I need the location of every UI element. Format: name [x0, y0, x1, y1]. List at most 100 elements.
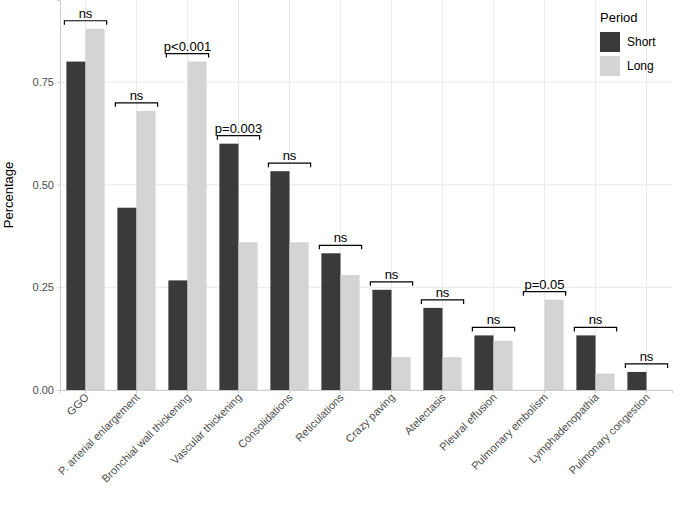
significance-bracket [166, 54, 208, 58]
y-tick-label: 0.75 [33, 76, 54, 88]
significance-bracket [625, 364, 667, 368]
x-tick-mark [340, 390, 341, 393]
y-tick-mark [57, 185, 60, 186]
x-tick-label: Reticulations [293, 391, 346, 444]
y-tick: 0.75 [33, 76, 60, 88]
significance-label: ns [436, 285, 450, 300]
bar [137, 111, 156, 390]
y-tick-label: 0.00 [33, 384, 54, 396]
bar [596, 374, 615, 390]
significance-bracket [64, 21, 106, 25]
x-tick-mark [646, 390, 647, 393]
x-tick-mark [85, 390, 86, 393]
legend-key [600, 32, 620, 52]
bars [66, 29, 646, 390]
significance-label: ns [130, 88, 144, 103]
bar [443, 357, 462, 390]
y-axis-line [57, 1, 61, 391]
legend-key [600, 56, 620, 76]
x-tick-label: Pulmonary congestion [566, 391, 651, 476]
x-tick-mark [238, 390, 239, 393]
bar [525, 390, 544, 391]
x-tick-label: Bronchial wall thickening [99, 391, 193, 485]
significance-label: p<0.001 [164, 39, 211, 54]
y-tick-mark [57, 287, 60, 288]
x-tick-label: Vascular thickening [169, 391, 244, 466]
legend: Period Short Long [600, 10, 656, 76]
bar [168, 280, 187, 390]
bar [392, 357, 411, 390]
x-grid-line [493, 0, 494, 390]
significance-label: ns [385, 267, 399, 282]
bar [474, 335, 493, 390]
bar [372, 290, 391, 390]
y-tick: 0.25 [33, 281, 60, 293]
significance-label: p=0.003 [215, 121, 262, 136]
bar [219, 144, 238, 390]
y-tick-label: 0.25 [33, 281, 54, 293]
y-tick-mark [57, 82, 60, 83]
y-tick: 0.50 [33, 179, 60, 191]
y-axis: 0.00 0.25 0.50 0.75 [33, 1, 61, 397]
x-axis: GGOP. arterial enlargementBronchial wall… [56, 390, 673, 485]
significance-bracket [319, 245, 361, 249]
legend-label: Short [627, 35, 656, 49]
x-tick: Crazy paving [343, 390, 397, 445]
bar [188, 62, 207, 390]
grid [60, 0, 672, 390]
significance-bracket [574, 327, 616, 331]
significance-label: ns [487, 312, 501, 327]
x-tick: Atelectasis [402, 390, 448, 437]
x-tick: Vascular thickening [169, 390, 244, 466]
y-tick: 0.00 [33, 384, 60, 396]
y-tick-mark [57, 390, 60, 391]
significance-label: ns [283, 148, 297, 163]
significance-label: p=0.05 [524, 277, 564, 292]
bar [341, 275, 360, 390]
x-tick: Bronchial wall thickening [99, 390, 193, 485]
bar [270, 171, 289, 390]
x-grid-line [595, 0, 596, 390]
y-tick-label: 0.50 [33, 179, 54, 191]
x-tick-label: Crazy paving [343, 391, 397, 445]
bar [576, 335, 595, 390]
x-tick: Reticulations [293, 390, 346, 444]
bar [66, 62, 85, 390]
x-tick-mark [595, 390, 596, 393]
x-tick: P. arterial enlargement [56, 390, 142, 477]
significance-bracket [472, 327, 514, 331]
x-tick-mark [442, 390, 443, 393]
bar [117, 208, 136, 390]
chart: 0.00 0.25 0.50 0.75 GGOP. arterial enlargeme… [0, 0, 680, 521]
x-tick: Pulmonary congestion [566, 390, 651, 476]
y-grid-line [60, 82, 672, 83]
significance-bracket [217, 136, 259, 140]
bar [494, 341, 513, 390]
bar [86, 29, 105, 390]
annotations: ns ns p<0.001 p=0.003 ns ns ns ns ns p=0.05 ns ns [64, 6, 667, 368]
x-tick-label: GGO [64, 391, 91, 418]
significance-bracket [370, 282, 412, 286]
significance-bracket [268, 163, 310, 167]
legend-label: Long [627, 59, 654, 73]
bar [321, 253, 340, 390]
significance-label: ns [79, 6, 93, 21]
bar [239, 242, 258, 390]
significance-bracket [523, 292, 565, 296]
significance-label: ns [640, 349, 654, 364]
bar [423, 308, 442, 390]
bar [627, 372, 646, 390]
significance-label: ns [334, 230, 348, 245]
y-axis-title: Percentage [1, 162, 16, 229]
x-tick-mark [289, 390, 290, 393]
x-tick: Consolidations [235, 390, 295, 450]
significance-bracket [115, 103, 157, 107]
legend-title: Period [600, 10, 638, 25]
x-axis-line [61, 391, 673, 394]
x-tick-label: Consolidations [235, 391, 295, 451]
x-tick-mark [136, 390, 137, 393]
x-tick-mark [544, 390, 545, 393]
significance-label: ns [589, 312, 603, 327]
x-tick: GGO [64, 390, 91, 418]
x-tick-mark [187, 390, 188, 393]
